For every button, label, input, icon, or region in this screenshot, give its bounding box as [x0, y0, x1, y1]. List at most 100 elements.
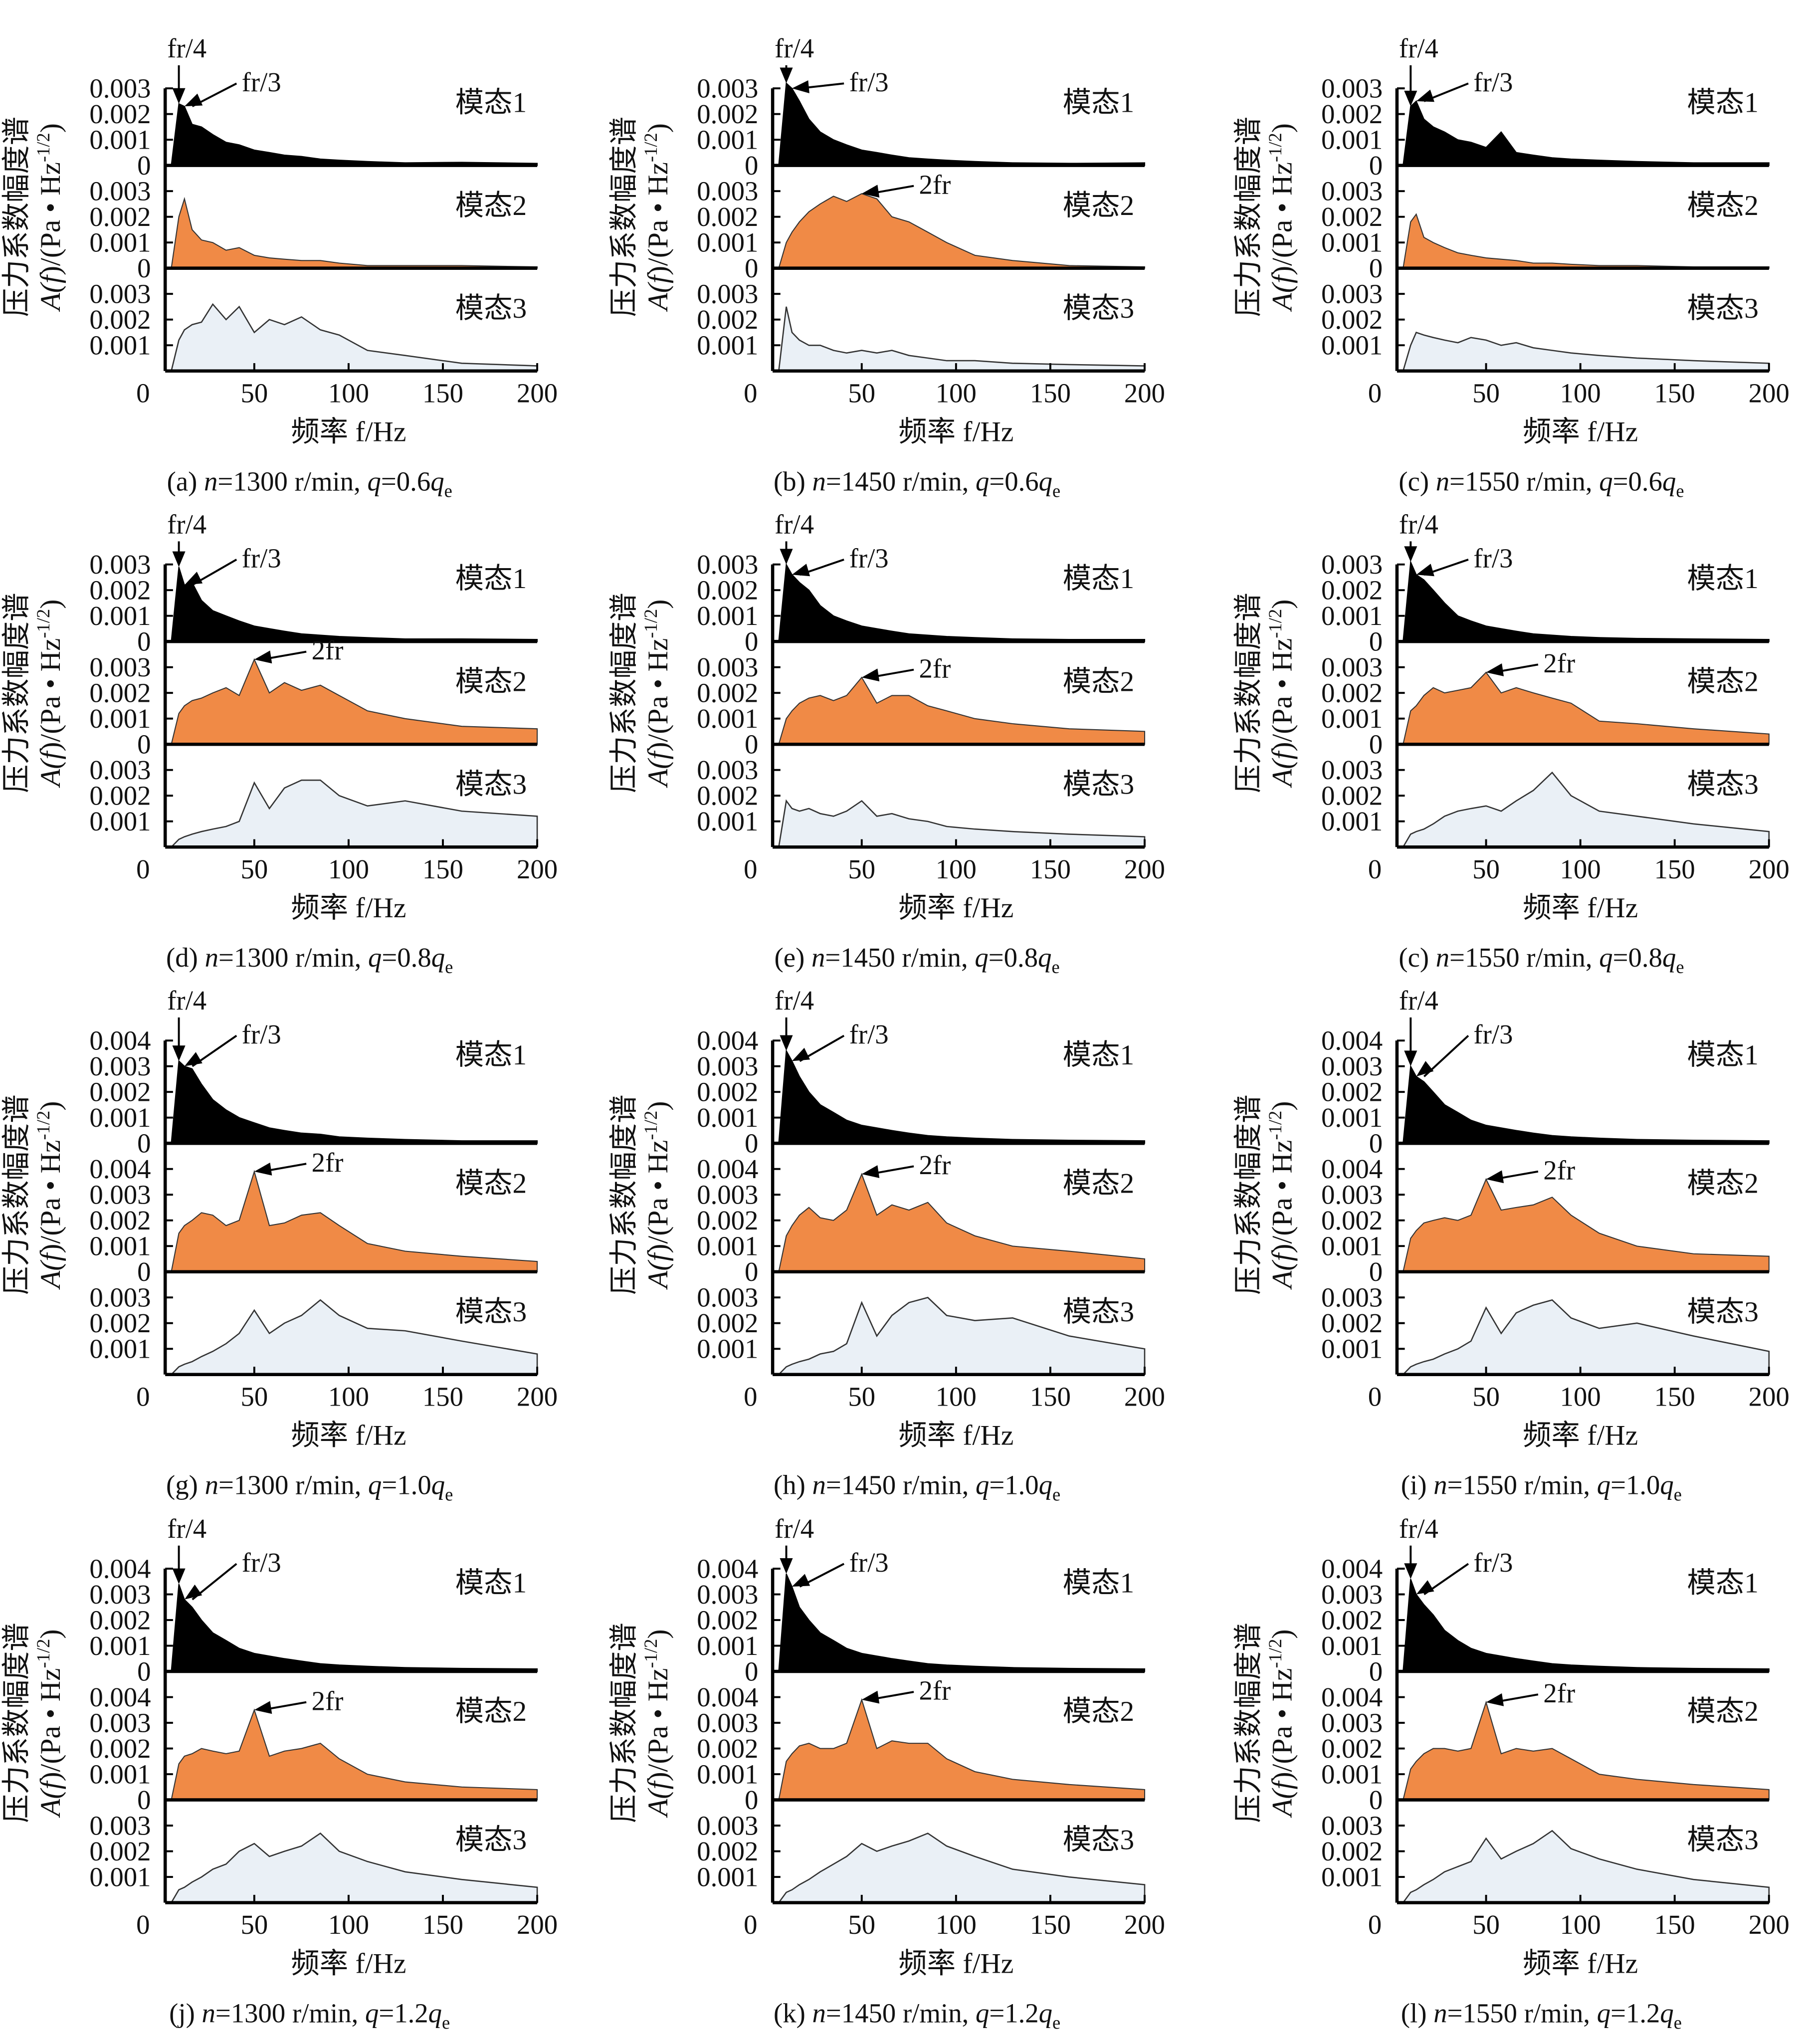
panel-caption: (j) n=1300 r/min, q=1.2qe: [169, 1998, 450, 2033]
y-tick-label: 0: [137, 1785, 151, 1815]
panel-caption: (i) n=1550 r/min, q=1.0qe: [1401, 1470, 1682, 1505]
y-tick-label: 0.002: [1321, 1605, 1383, 1635]
spectrum-mode1-area: [778, 563, 1146, 642]
y-tick-label: 0.002: [89, 677, 151, 708]
annotation-fr-4: fr/4: [167, 33, 206, 104]
spectrum-mode3-area: [1401, 1830, 1770, 1903]
x-tick-label: 150: [1654, 378, 1695, 408]
mode-label: 模态1: [1063, 1039, 1134, 1071]
x-axis-label: 频率 f/Hz: [291, 416, 406, 448]
arrow-head-icon: [184, 1052, 202, 1066]
x-tick-label: 0: [744, 1909, 757, 1940]
mode-label: 模态2: [1687, 1696, 1759, 1727]
mode-label: 模态2: [455, 190, 527, 221]
spectrum-mode3-area: [170, 1299, 538, 1376]
x-tick-label: 150: [422, 1381, 463, 1412]
y-tick-label: 0.001: [697, 1230, 758, 1261]
y-tick-label: 0.002: [697, 1733, 758, 1764]
x-tick-label: 200: [517, 854, 558, 884]
spectrum-mode1-area: [171, 103, 538, 166]
x-tick-label: 50: [848, 378, 875, 408]
annotation-label: 2fr: [919, 1150, 951, 1180]
y-axis-label-line2: A(f)/(Pa • Hz-1/2): [640, 1101, 674, 1290]
mode-label: 模态1: [455, 1568, 527, 1599]
mode-label: 模态1: [1687, 1568, 1759, 1599]
panel-c: 0.0030.0020.0010模态10.0030.0020.0010模态20.…: [1233, 509, 1790, 977]
annotation-label: fr/4: [1399, 509, 1438, 540]
y-tick-label: 0.003: [89, 1810, 151, 1840]
mode-label: 模态3: [455, 293, 527, 324]
x-tick-label: 200: [1749, 854, 1790, 884]
x-axis-label: 频率 f/Hz: [898, 1948, 1013, 1979]
spectrum-mode3-area: [1401, 771, 1770, 848]
y-tick-label: 0.003: [1321, 176, 1383, 206]
annotation-label: fr/3: [849, 67, 889, 97]
y-tick-label: 0.002: [89, 1308, 151, 1338]
y-tick-label: 0.001: [697, 1102, 758, 1133]
y-tick-label: 0.004: [697, 1154, 758, 1184]
y-tick-label: 0.004: [89, 1025, 151, 1055]
y-tick-label: 0: [137, 150, 151, 181]
spectrum-mode1-area: [1402, 100, 1770, 166]
mode-label: 模态2: [1687, 190, 1759, 221]
x-tick-label: 0: [744, 378, 757, 408]
x-tick-label: 50: [848, 1381, 875, 1412]
x-tick-label: 100: [1560, 378, 1601, 408]
x-tick-label: 50: [1472, 1909, 1500, 1940]
x-tick-label: 50: [240, 854, 268, 884]
y-tick-label: 0.004: [697, 1682, 758, 1712]
mode-label: 模态3: [455, 1296, 527, 1328]
x-tick-label: 100: [1560, 854, 1601, 884]
y-tick-label: 0.004: [697, 1553, 758, 1584]
arrow-head-icon: [1404, 546, 1417, 562]
y-tick-label: 0.003: [89, 652, 151, 682]
y-tick-label: 0.003: [697, 1579, 758, 1610]
arrow-head-icon: [1486, 1170, 1504, 1184]
spectrum-mode3-area: [777, 1296, 1146, 1376]
panel-e: 0.0030.0020.0010模态10.0030.0020.0010模态20.…: [608, 509, 1165, 977]
mode-label: 模态2: [1687, 1168, 1759, 1199]
y-tick-label: 0.002: [89, 202, 151, 232]
panel-caption: (b) n=1450 r/min, q=0.6qe: [774, 466, 1060, 501]
x-tick-label: 100: [936, 854, 977, 884]
y-axis-label-line1: 压力系数幅度谱: [1, 117, 32, 317]
panel-caption: (a) n=1300 r/min, q=0.6qe: [167, 466, 452, 501]
x-tick-label: 150: [1030, 1909, 1071, 1940]
y-tick-label: 0.004: [89, 1553, 151, 1584]
y-tick-label: 0.001: [697, 703, 758, 734]
y-tick-label: 0.003: [1321, 1282, 1383, 1312]
y-tick-label: 0.002: [89, 1076, 151, 1107]
x-axis-label: 频率 f/Hz: [898, 416, 1013, 448]
y-tick-label: 0.002: [697, 1836, 758, 1866]
y-tick-label: 0.001: [89, 1334, 151, 1364]
y-tick-label: 0.003: [89, 278, 151, 309]
y-tick-label: 0.001: [89, 1861, 151, 1892]
x-tick-label: 0: [136, 1381, 150, 1412]
panel-h: 0.0040.0030.0020.0010模态10.0040.0030.0020…: [608, 985, 1165, 1505]
annotation-fr-3: fr/3: [184, 1547, 281, 1601]
x-tick-label: 100: [328, 854, 369, 884]
y-tick-label: 0.002: [89, 575, 151, 605]
x-tick-label: 0: [1368, 1909, 1382, 1940]
x-tick-label: 200: [517, 1381, 558, 1412]
panel-caption: (h) n=1450 r/min, q=1.0qe: [774, 1470, 1060, 1505]
mode-label: 模态3: [1063, 769, 1134, 800]
y-tick-label: 0.002: [1321, 575, 1383, 605]
mode-label: 模态2: [1063, 666, 1134, 697]
y-axis-label-line1: 压力系数幅度谱: [608, 1623, 640, 1823]
spectrum-mode2-area: [171, 1708, 538, 1801]
y-tick-label: 0: [1369, 729, 1383, 759]
arrow-head-icon: [780, 1558, 793, 1574]
y-tick-label: 0.002: [89, 780, 151, 811]
y-tick-label: 0.001: [1321, 1334, 1383, 1364]
y-tick-label: 0.003: [697, 1810, 758, 1840]
annotation-label: fr/3: [242, 1547, 281, 1578]
arrow-head-icon: [861, 1690, 880, 1704]
annotation-label: fr/4: [775, 1513, 814, 1544]
panel-caption: (c) n=1550 r/min, q=0.6qe: [1398, 466, 1684, 501]
y-tick-label: 0.003: [1321, 1810, 1383, 1840]
panel-b: 0.0030.0020.0010模态10.0030.0020.0010模态20.…: [608, 33, 1165, 501]
x-tick-label: 100: [936, 1909, 977, 1940]
arrow-head-icon: [184, 93, 203, 107]
mode-label: 模态3: [1063, 293, 1134, 324]
